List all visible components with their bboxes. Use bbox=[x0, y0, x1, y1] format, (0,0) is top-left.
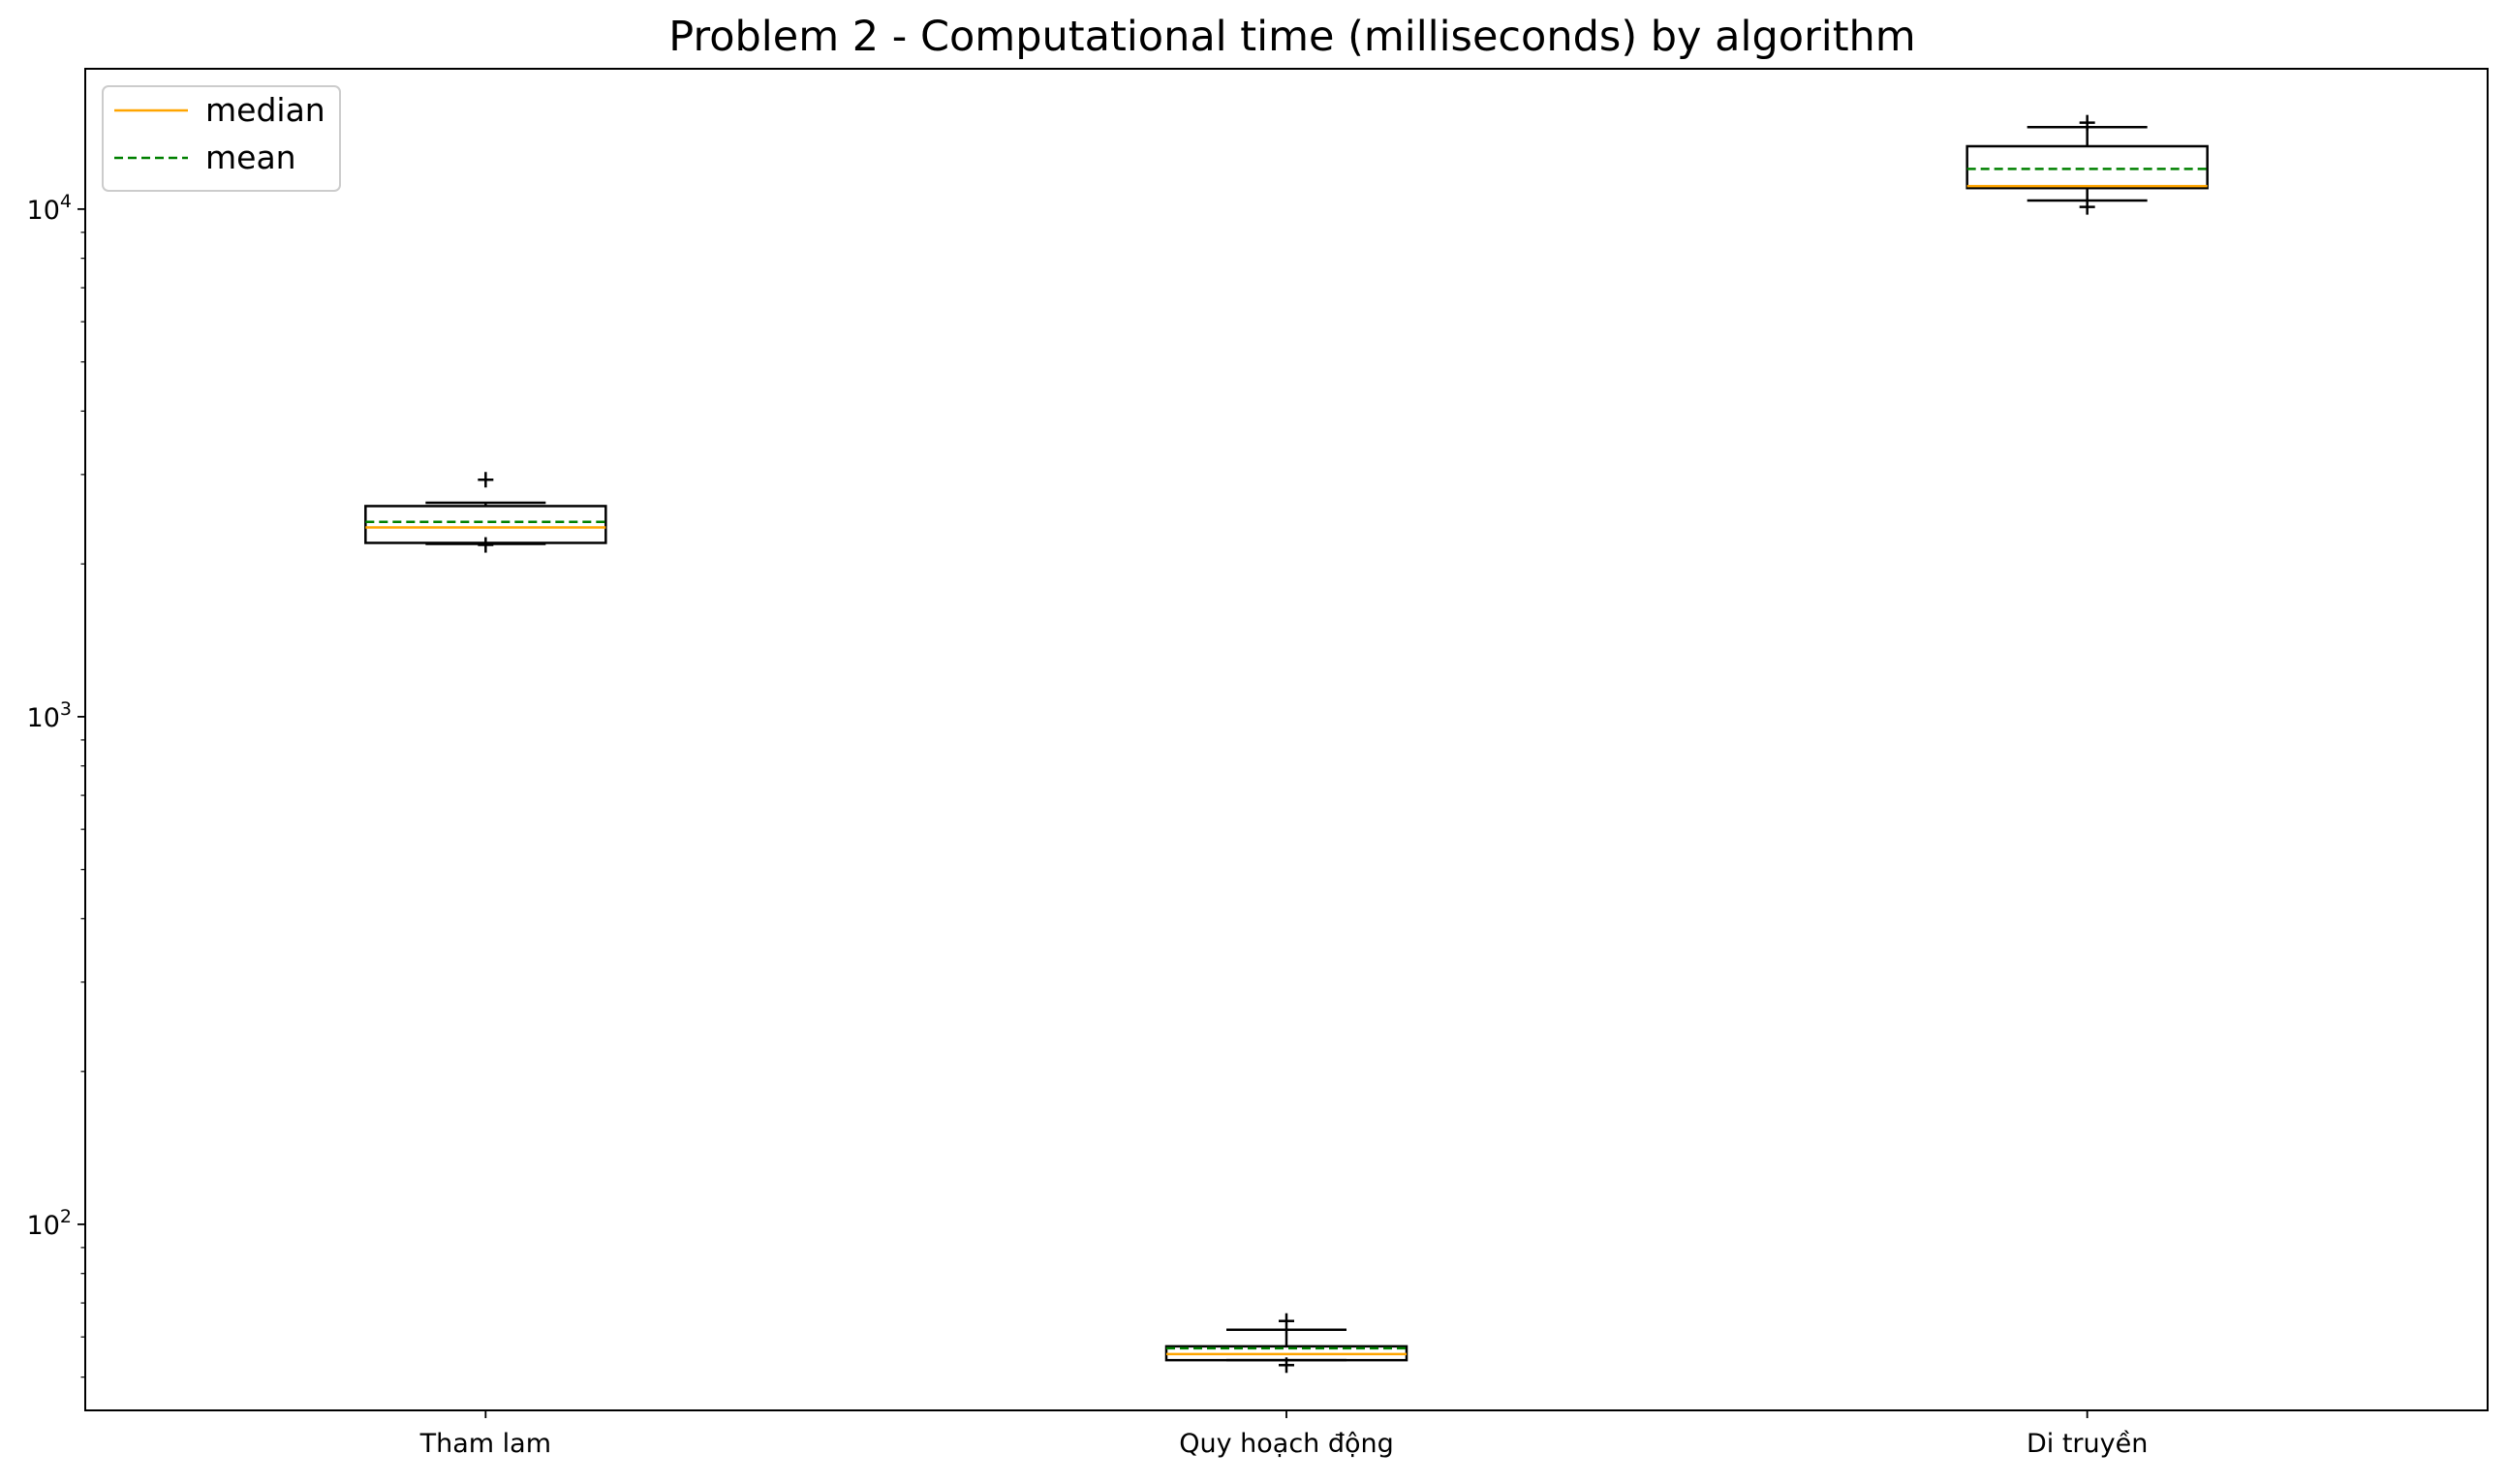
y-tick-label: 102 bbox=[27, 1206, 72, 1241]
legend-label-median: median bbox=[205, 91, 325, 129]
iqr-box bbox=[1965, 144, 2209, 190]
outlier-marker bbox=[2079, 114, 2095, 131]
box-group-3 bbox=[1965, 114, 2209, 215]
outlier-marker bbox=[478, 537, 494, 553]
plot-area bbox=[364, 114, 2209, 1374]
legend-label-mean: mean bbox=[205, 139, 296, 176]
chart-title: Problem 2 - Computational time (millisec… bbox=[668, 13, 1915, 61]
y-tick-label: 103 bbox=[27, 698, 72, 733]
box-group-2 bbox=[1164, 1313, 1408, 1374]
outlier-marker bbox=[1279, 1357, 1294, 1374]
y-tick-label: 104 bbox=[27, 191, 72, 226]
x-tick-label: Di truyền bbox=[2027, 1429, 2148, 1459]
axes: Tham lam Quy hoạch động Di truyền 102 103 104 bbox=[27, 68, 2489, 1459]
legend: median mean bbox=[102, 85, 341, 192]
x-tick-label: Tham lam bbox=[419, 1429, 551, 1459]
outlier-marker bbox=[2079, 199, 2095, 215]
box-group-1 bbox=[364, 472, 607, 553]
legend-frame bbox=[102, 85, 341, 192]
x-tick-label: Quy hoạch động bbox=[1179, 1429, 1394, 1459]
outlier-marker bbox=[1279, 1313, 1294, 1329]
axes-frame bbox=[84, 68, 2489, 1411]
outlier-marker bbox=[478, 472, 494, 488]
